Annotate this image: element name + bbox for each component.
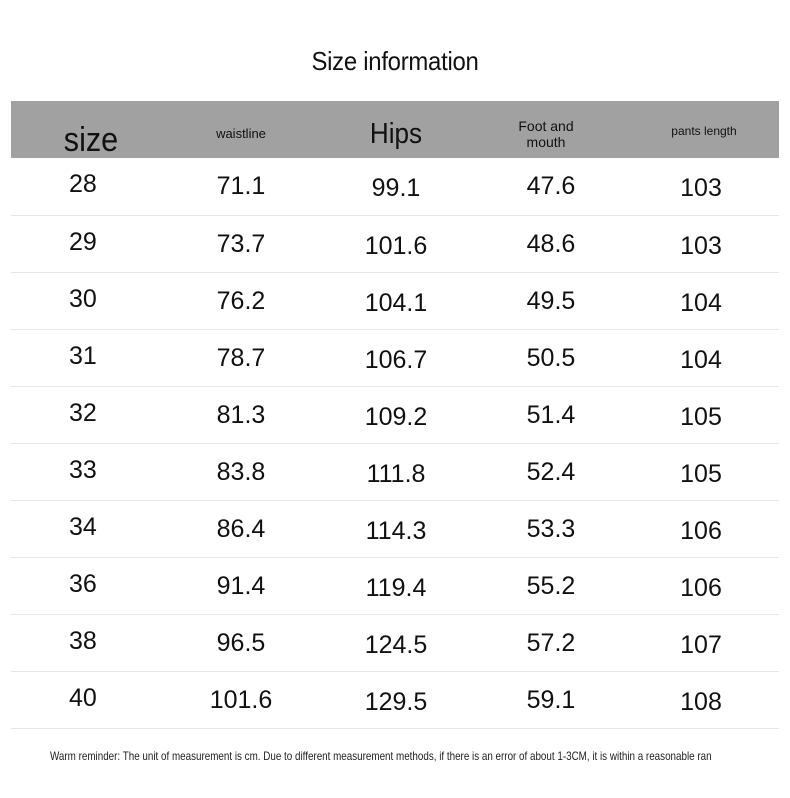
table-row: 36 91.4 119.4 55.2 106 xyxy=(11,558,779,615)
cell-hips: 99.1 xyxy=(371,174,421,202)
cell-pants-length: 106 xyxy=(680,574,722,602)
table-row: 33 83.8 111.8 52.4 105 xyxy=(11,444,779,501)
cell-pants-length: 106 xyxy=(680,517,722,545)
table-row: 34 86.4 114.3 53.3 106 xyxy=(11,501,779,558)
cell-hips: 119.4 xyxy=(365,574,427,602)
size-table-body: 28 71.1 99.1 47.6 103 29 73.7 101.6 48.6… xyxy=(11,158,779,729)
cell-foot-and-mouth: 57.2 xyxy=(526,629,576,657)
cell-foot-and-mouth: 51.4 xyxy=(526,401,576,429)
warm-reminder-note: Warm reminder: The unit of measurement i… xyxy=(50,749,712,763)
cell-foot-and-mouth: 55.2 xyxy=(526,572,576,600)
header-foot-line2: mouth xyxy=(526,134,566,151)
header-foot-line1: Foot and xyxy=(518,118,574,134)
table-row: 40 101.6 129.5 59.1 108 xyxy=(11,672,779,729)
cell-hips: 124.5 xyxy=(364,631,428,659)
cell-waistline: 78.7 xyxy=(216,344,266,372)
cell-pants-length: 104 xyxy=(680,289,722,317)
cell-foot-and-mouth: 49.5 xyxy=(526,287,576,315)
cell-size: 30 xyxy=(69,285,97,313)
cell-hips: 109.2 xyxy=(364,403,428,431)
cell-size: 28 xyxy=(69,170,97,198)
header-size: size xyxy=(63,121,119,159)
cell-foot-and-mouth: 52.4 xyxy=(526,458,576,486)
page-title: Size information xyxy=(311,46,479,76)
cell-pants-length: 105 xyxy=(680,460,722,488)
cell-waistline: 86.4 xyxy=(216,515,266,543)
header-foot-and-mouth: Foot and mouth xyxy=(481,118,611,150)
cell-foot-and-mouth: 48.6 xyxy=(526,230,576,258)
cell-size: 34 xyxy=(69,513,97,541)
table-header: size waistline Hips Foot and mouth pants… xyxy=(11,101,779,159)
cell-waistline: 81.3 xyxy=(216,401,266,429)
cell-pants-length: 107 xyxy=(680,631,722,659)
header-waistline: waistline xyxy=(216,126,266,141)
cell-size: 31 xyxy=(69,342,97,370)
cell-hips: 101.6 xyxy=(364,232,428,260)
cell-waistline: 73.7 xyxy=(216,230,266,258)
table-row: 29 73.7 101.6 48.6 103 xyxy=(11,216,779,273)
cell-pants-length: 103 xyxy=(680,174,722,202)
cell-foot-and-mouth: 59.1 xyxy=(526,686,576,714)
cell-pants-length: 105 xyxy=(680,403,722,431)
cell-size: 33 xyxy=(69,456,97,484)
cell-size: 40 xyxy=(69,684,97,712)
cell-hips: 106.7 xyxy=(364,346,428,374)
cell-waistline: 71.1 xyxy=(216,172,266,200)
cell-pants-length: 108 xyxy=(680,688,722,716)
cell-foot-and-mouth: 47.6 xyxy=(526,172,576,200)
cell-size: 29 xyxy=(69,228,97,256)
table-row: 31 78.7 106.7 50.5 104 xyxy=(11,330,779,387)
cell-hips: 111.8 xyxy=(366,460,426,488)
cell-size: 36 xyxy=(69,570,97,598)
cell-waistline: 101.6 xyxy=(209,686,273,714)
cell-waistline: 83.8 xyxy=(216,458,266,486)
cell-waistline: 91.4 xyxy=(216,572,266,600)
cell-hips: 104.1 xyxy=(364,289,428,317)
cell-size: 32 xyxy=(69,399,97,427)
cell-size: 38 xyxy=(69,627,97,655)
cell-hips: 129.5 xyxy=(364,688,428,716)
table-row: 28 71.1 99.1 47.6 103 xyxy=(11,158,779,216)
cell-foot-and-mouth: 50.5 xyxy=(526,344,576,372)
header-pants-length: pants length xyxy=(671,124,737,138)
table-row: 38 96.5 124.5 57.2 107 xyxy=(11,615,779,672)
cell-pants-length: 103 xyxy=(680,232,722,260)
cell-pants-length: 104 xyxy=(680,346,722,374)
cell-foot-and-mouth: 53.3 xyxy=(526,515,576,543)
table-row: 30 76.2 104.1 49.5 104 xyxy=(11,273,779,330)
table-row: 32 81.3 109.2 51.4 105 xyxy=(11,387,779,444)
cell-hips: 114.3 xyxy=(365,517,427,545)
cell-waistline: 96.5 xyxy=(216,629,266,657)
cell-waistline: 76.2 xyxy=(216,287,266,315)
header-hips: Hips xyxy=(369,118,423,150)
